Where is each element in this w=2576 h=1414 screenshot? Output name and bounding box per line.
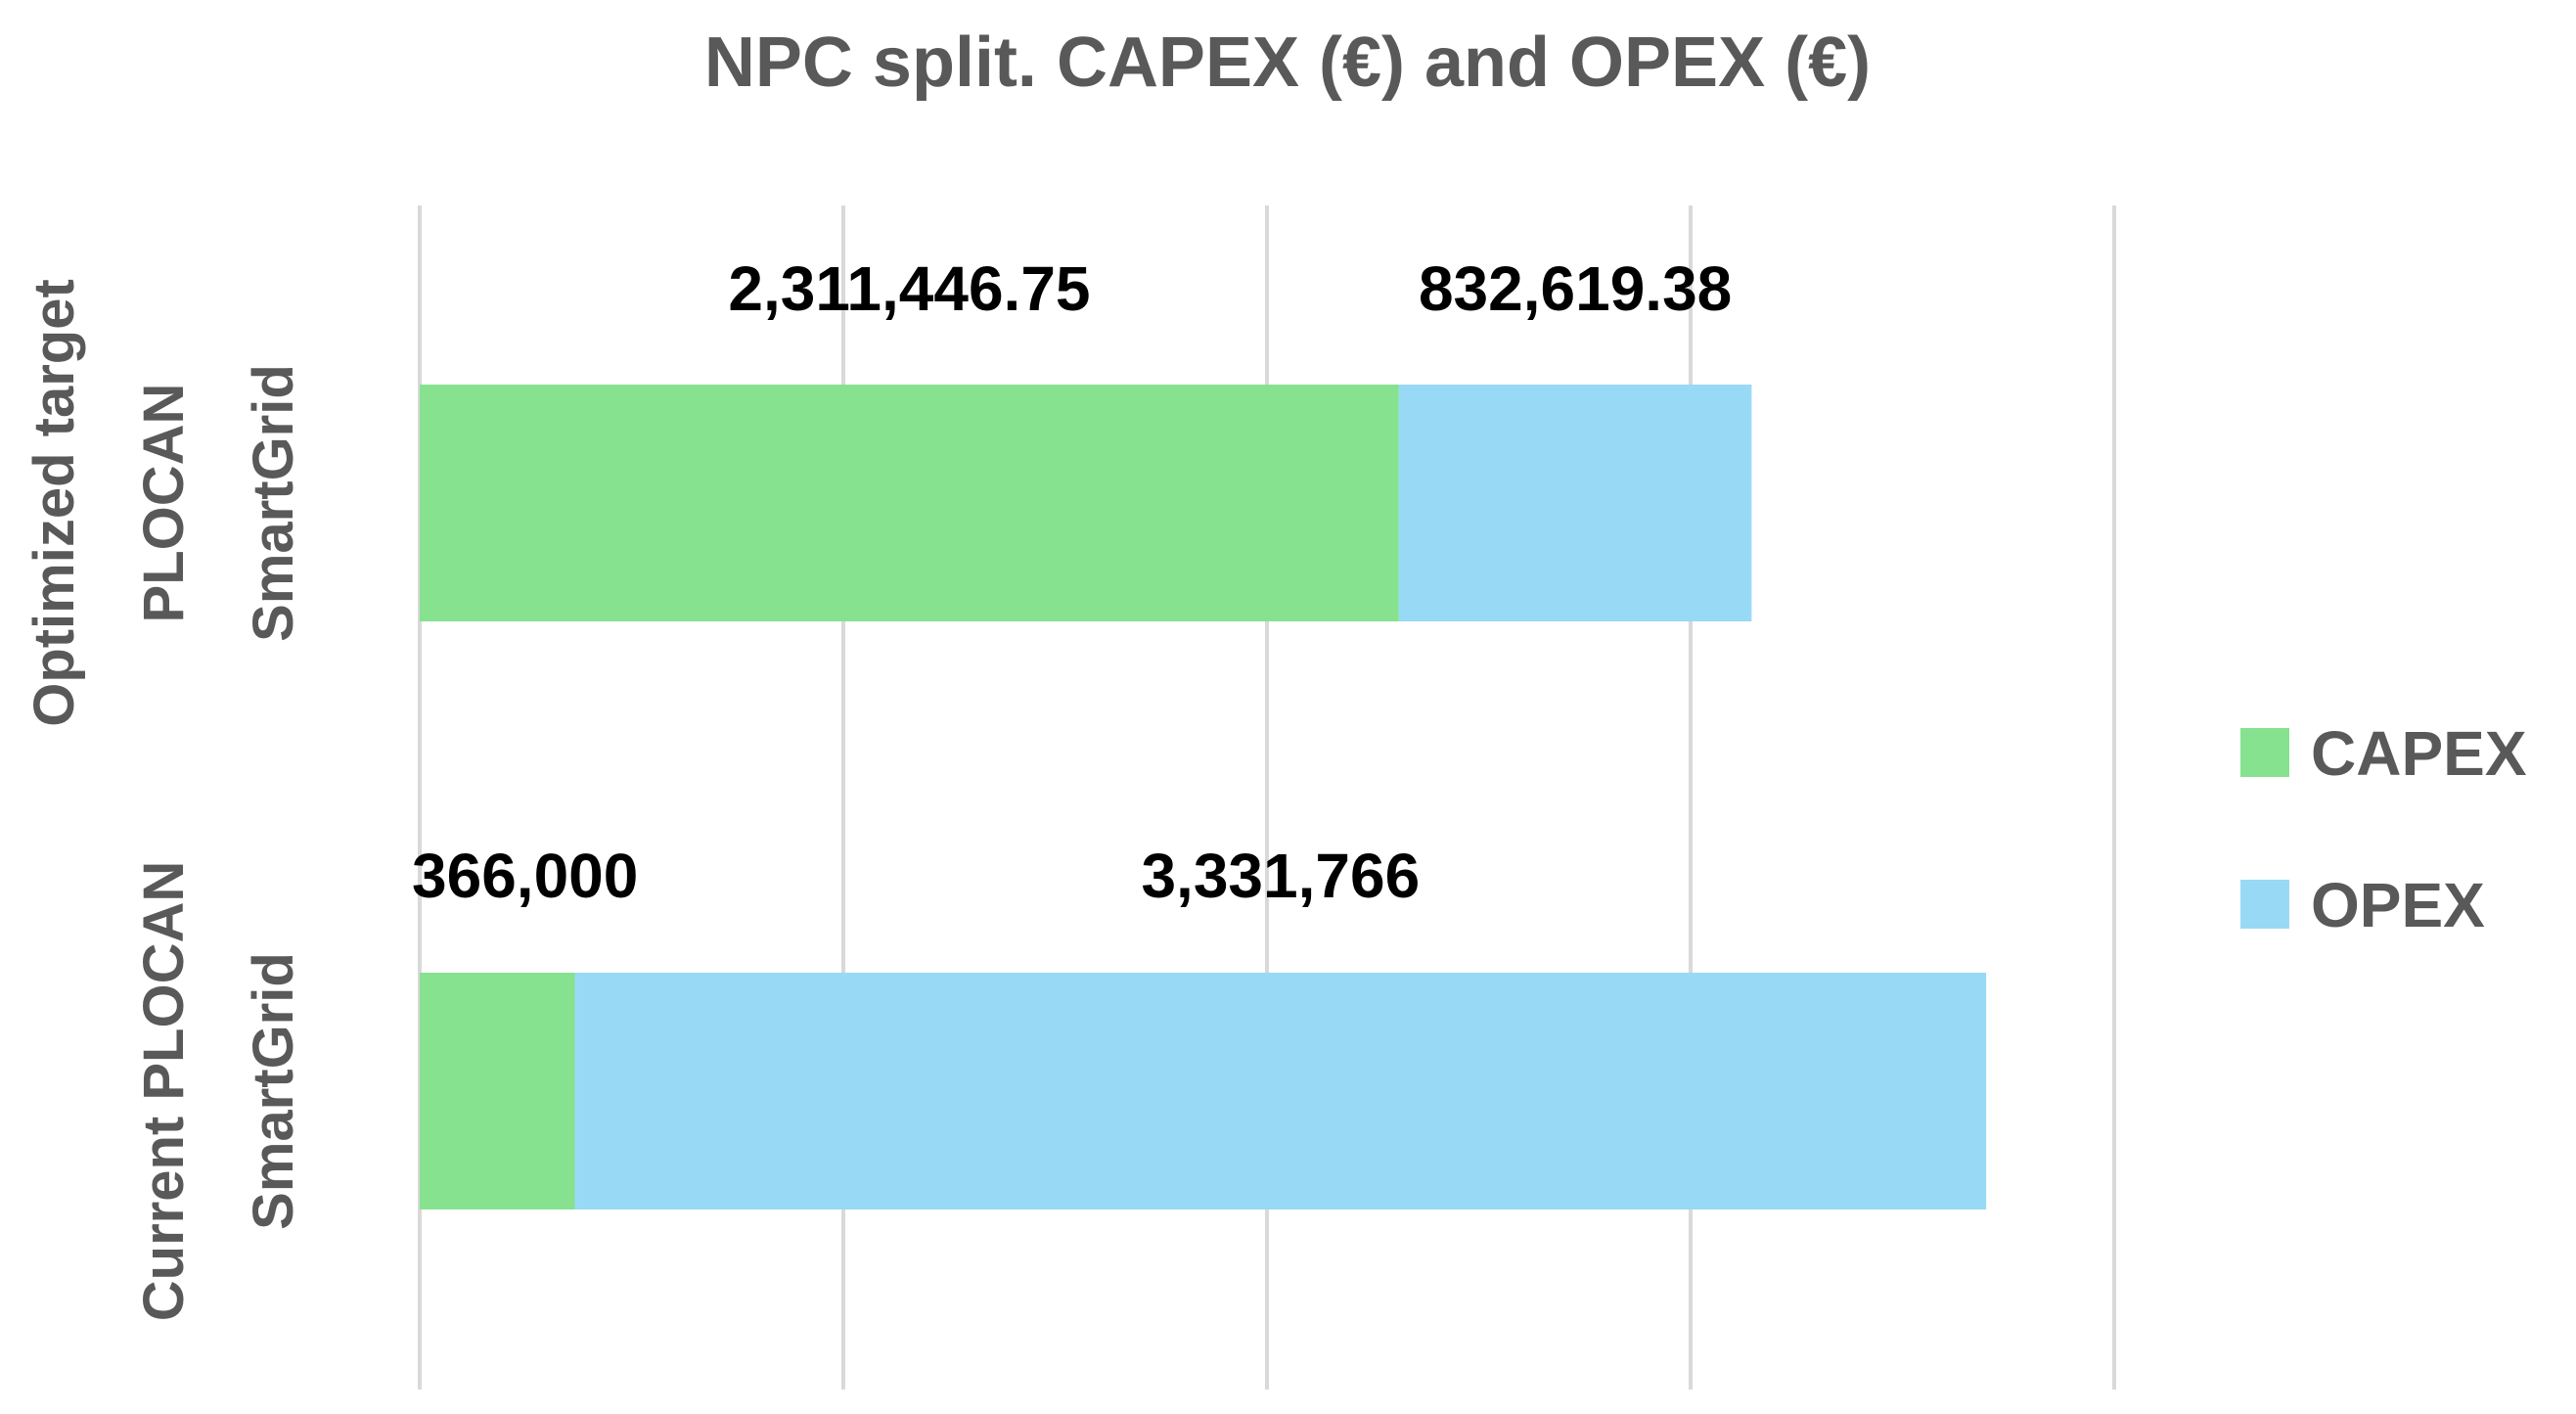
category-label: PLOCAN [132, 384, 196, 623]
category-label: SmartGrid [242, 952, 305, 1230]
data-labels: 2,311,446.75 832,619.38 366,000 3,331,766 [412, 253, 1732, 911]
category-label: SmartGrid [242, 364, 305, 642]
category-labels: Optimized target PLOCAN SmartGrid Current P… [23, 279, 305, 1321]
legend: CAPEX OPEX [2240, 718, 2527, 940]
legend-label-capex: CAPEX [2311, 718, 2527, 789]
category-label: Optimized target [23, 279, 86, 727]
bars [420, 385, 1987, 1209]
data-label: 3,331,766 [1141, 841, 1420, 911]
legend-swatch-opex [2240, 880, 2289, 929]
category-label: Current PLOCAN [132, 861, 196, 1321]
bar-opex [574, 973, 1987, 1209]
gridlines [418, 205, 2116, 1390]
legend-swatch-capex [2240, 728, 2289, 777]
data-label: 832,619.38 [1419, 253, 1732, 324]
data-label: 2,311,446.75 [728, 253, 1090, 324]
bar-capex [420, 973, 575, 1209]
legend-label-opex: OPEX [2311, 870, 2485, 940]
bar-capex [420, 385, 1399, 621]
bar-opex [1398, 385, 1752, 621]
data-label: 366,000 [412, 841, 638, 911]
chart-title: NPC split. CAPEX (€) and OPEX (€) [704, 23, 1871, 102]
